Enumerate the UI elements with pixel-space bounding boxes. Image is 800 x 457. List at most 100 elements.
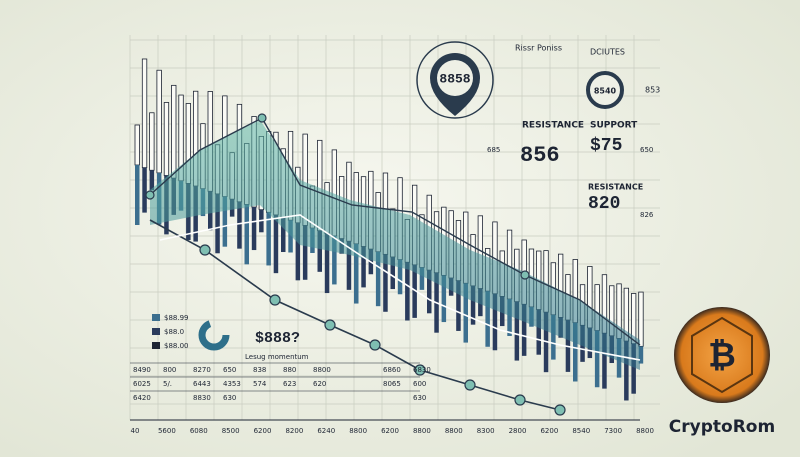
- bar: [288, 220, 293, 253]
- bar: [142, 167, 147, 213]
- bar: [361, 246, 366, 288]
- bar: [171, 84, 177, 179]
- panel-label: RESISTANCE: [588, 183, 643, 192]
- brand-name: CryptoRom: [669, 417, 775, 437]
- bar: [441, 275, 447, 323]
- table-cell: 838: [253, 366, 266, 374]
- bar: [602, 333, 607, 389]
- table-cell: 620: [313, 380, 326, 388]
- marker: [199, 244, 211, 256]
- bar: [390, 256, 395, 290]
- marker: [269, 294, 281, 306]
- markers: [145, 113, 566, 416]
- table-cell: 8830: [193, 394, 211, 402]
- x-tick-label: 6200: [540, 427, 558, 435]
- table-cell: 574: [253, 380, 267, 388]
- x-tick-label: 6240: [317, 427, 335, 435]
- donut-label: $888?: [255, 330, 300, 347]
- x-tick-label: 6080: [190, 427, 208, 435]
- bar: [485, 291, 490, 347]
- bar: [251, 207, 257, 251]
- x-tick-label: 8800: [413, 427, 431, 435]
- badge-ring: [586, 71, 624, 109]
- bar: [514, 301, 520, 361]
- bar: [354, 243, 359, 304]
- x-tick-label: 8800: [636, 427, 654, 435]
- x-tick-label: 5600: [158, 427, 176, 435]
- coin-hex: [691, 316, 753, 394]
- bar: [215, 193, 220, 254]
- bar: [573, 322, 578, 382]
- donut: [198, 319, 230, 351]
- note-title: DCIUTES: [590, 48, 625, 57]
- x-tick-label: 8300: [477, 427, 495, 435]
- table-cell: 800: [163, 366, 176, 374]
- bar: [470, 285, 476, 325]
- side-value: 826: [640, 211, 654, 219]
- marker: [554, 404, 566, 416]
- table-cell: 6860: [383, 366, 401, 374]
- callout-face: [437, 60, 473, 96]
- legend-swatch: [152, 342, 160, 349]
- x-tick-label: 40: [131, 427, 140, 435]
- trend-line: [159, 214, 641, 361]
- bar: [244, 204, 249, 265]
- legend-swatch: [152, 328, 160, 335]
- panel-label: RESISTANCE: [522, 121, 584, 131]
- bar: [412, 264, 417, 318]
- x-tick-label: 6200: [254, 427, 272, 435]
- coin: [674, 307, 770, 403]
- callout-value: 8858: [439, 71, 470, 86]
- x-axis-labels: 40 5600 6080 8500 6200 8200 6240 8800 6200 8800 88…: [131, 427, 654, 435]
- bar: [638, 346, 644, 364]
- bar: [419, 267, 425, 290]
- callout-ring: [416, 41, 494, 119]
- bar: [383, 254, 388, 312]
- callout: 8858: [416, 41, 494, 119]
- bar: [521, 304, 527, 356]
- legend-swatch: [152, 314, 160, 321]
- table-cell: 630: [223, 394, 236, 402]
- legend-label: $88.00: [164, 342, 189, 350]
- table-cell: 6025: [133, 380, 151, 388]
- marker: [514, 394, 526, 406]
- x-tick-label: 6200: [381, 427, 399, 435]
- bar: [317, 230, 322, 272]
- caption: Lesug momentum: [245, 353, 309, 361]
- marker: [414, 364, 426, 376]
- table-cell: 5/.: [163, 380, 172, 388]
- table-cell: 623: [283, 380, 296, 388]
- panel-value: 856: [520, 143, 560, 168]
- trend-line: [149, 117, 641, 346]
- badge: 8540: [586, 71, 624, 109]
- bar: [638, 291, 644, 347]
- x-tick-label: 8200: [285, 427, 303, 435]
- legend: $88.99 $88.0 $88.00: [152, 314, 189, 350]
- table-cell: 6830: [413, 366, 431, 374]
- marker: [520, 270, 530, 280]
- bar: [397, 259, 403, 295]
- table-cell: 650: [223, 366, 236, 374]
- bar: [551, 314, 556, 360]
- bar: [594, 330, 600, 388]
- bar: [492, 293, 498, 351]
- panel-value: 820: [588, 194, 620, 214]
- table-cell: 6420: [133, 394, 151, 402]
- bar: [135, 165, 140, 225]
- table-cell: 4353: [223, 380, 241, 388]
- bar: [281, 217, 286, 253]
- bar: [237, 201, 242, 249]
- bar: [405, 262, 410, 321]
- table: 8490 800 8270 650 838 880 8800 6860 6830 6025 5/. 6…: [130, 362, 431, 402]
- brand-logo: ₿: [674, 307, 770, 403]
- side-value: 853: [645, 86, 660, 95]
- bar: [273, 214, 279, 274]
- table-cell: 880: [283, 366, 296, 374]
- x-tick-label: 7300: [604, 427, 622, 435]
- panel-label: SUPPORT: [590, 121, 638, 131]
- table-cell: 8800: [313, 366, 331, 374]
- marker: [257, 113, 267, 123]
- bar: [375, 251, 381, 307]
- bar: [222, 196, 228, 247]
